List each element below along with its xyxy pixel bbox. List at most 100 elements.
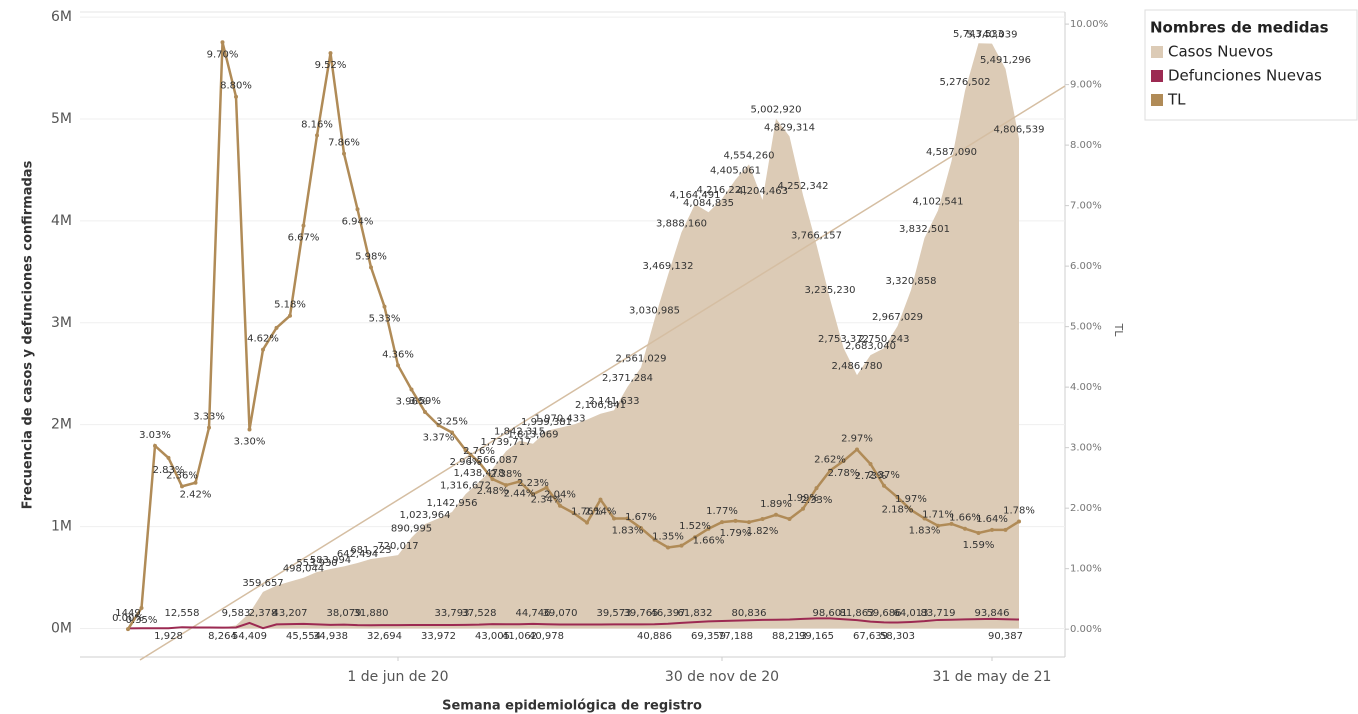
y-tick-label: 1M	[51, 519, 72, 535]
data-label: 359,657	[242, 578, 283, 589]
y-tick-label: 3M	[51, 315, 72, 331]
legend-entry: Casos Nuevos	[1168, 43, 1273, 61]
data-label: 2.73%	[855, 471, 887, 482]
point	[652, 537, 657, 542]
point	[841, 458, 846, 463]
data-label: 34,938	[313, 631, 348, 642]
point	[369, 265, 373, 270]
point	[531, 492, 535, 497]
data-label: 5,491,296	[980, 55, 1031, 66]
data-label: 5,740,039	[967, 30, 1018, 41]
data-label: 99,165	[799, 631, 834, 642]
point	[1003, 527, 1008, 532]
data-label: 81,863	[840, 608, 875, 619]
y-tick-label: 2M	[51, 417, 72, 433]
data-label: 5,276,502	[940, 77, 991, 88]
point	[949, 521, 954, 526]
data-label: 7.86%	[328, 138, 360, 149]
data-label: 2.23%	[517, 478, 549, 489]
point	[409, 387, 414, 392]
point	[733, 518, 738, 523]
point	[963, 526, 967, 531]
data-label: 39,070	[543, 608, 578, 619]
data-label: 3.37%	[423, 432, 455, 443]
data-label: 90,387	[988, 631, 1023, 642]
data-label: 3,766,157	[791, 231, 842, 242]
data-label: 1,970,433	[535, 414, 586, 425]
data-label: 98,601	[813, 608, 848, 619]
data-label: 3.96%	[396, 397, 428, 408]
legend-swatch	[1151, 46, 1163, 58]
point	[166, 455, 171, 460]
point	[639, 526, 643, 531]
data-label: 9,583	[222, 608, 251, 619]
point	[463, 448, 468, 453]
data-label: 8,264	[208, 631, 237, 642]
data-label: 2.44%	[504, 489, 536, 500]
point	[720, 520, 724, 525]
data-label: 3,320,858	[886, 276, 937, 287]
data-label: 4,204,463	[737, 186, 788, 197]
data-label: 1,023,964	[400, 510, 451, 521]
data-label: 2.38%	[490, 469, 522, 480]
data-label: 5,743,533	[953, 29, 1004, 40]
data-label: 1,566,087	[467, 455, 518, 466]
data-label: 40,978	[529, 631, 564, 642]
data-label: 3.30%	[234, 436, 266, 447]
line	[127, 617, 1020, 630]
y-axis-title: Frecuencia de casos y defunciones confir…	[21, 160, 36, 509]
data-label: 80,836	[732, 608, 767, 619]
data-label: 3,235,230	[805, 285, 856, 296]
data-label: 2,750,243	[859, 334, 910, 345]
data-label: 498,044	[283, 564, 324, 575]
point	[180, 484, 184, 489]
data-label: 642,494	[337, 549, 378, 560]
legend-entry: TL	[1167, 91, 1186, 109]
point	[612, 516, 616, 521]
data-label: 59,686	[867, 608, 902, 619]
data-label: 2.42%	[180, 490, 212, 501]
x-tick-label: 30 de nov de 20	[665, 669, 779, 685]
data-label: 5,002,920	[751, 105, 802, 116]
data-label: 3,469,132	[643, 261, 694, 272]
legend-swatch	[1151, 94, 1163, 106]
data-label: 1.82%	[747, 526, 779, 537]
labels: 359,657498,044553,930583,994642,494681,2…	[112, 29, 1044, 642]
data-label: 4,084,835	[683, 198, 734, 209]
y2-tick-label: 2.00%	[1070, 503, 1102, 514]
data-label: 3.33%	[193, 412, 225, 423]
area	[128, 43, 1019, 629]
point	[315, 133, 319, 138]
data-label: 1,142,956	[427, 498, 478, 509]
point	[895, 495, 900, 500]
data-label: 3,832,501	[899, 224, 950, 235]
point	[477, 460, 481, 465]
point	[126, 627, 130, 632]
data-label: 4,829,314	[764, 122, 815, 133]
point	[193, 480, 198, 485]
y-tick-label: 6M	[51, 9, 72, 25]
data-label: 1.52%	[679, 521, 711, 532]
data-label: 2,106,841	[575, 400, 626, 411]
data-label: 4,806,539	[994, 125, 1045, 136]
data-label: 1.99%	[787, 493, 819, 504]
point	[234, 94, 238, 99]
data-label: 43,207	[273, 608, 308, 619]
point	[207, 425, 211, 430]
legend-entry: Defunciones Nuevas	[1168, 67, 1322, 85]
point	[436, 423, 441, 428]
point	[423, 409, 427, 414]
data-label: 58,303	[880, 631, 915, 642]
data-label: 2.37%	[868, 470, 900, 481]
legend-swatch	[1151, 70, 1163, 82]
y2-tick-label: 10.00%	[1070, 19, 1108, 30]
point	[625, 516, 630, 521]
data-label: 1449	[115, 608, 140, 619]
y-tick-label: 5M	[51, 111, 72, 127]
data-label: 1.66%	[693, 536, 725, 547]
data-label: 38,079	[327, 608, 362, 619]
data-label: 5.98%	[355, 251, 387, 262]
data-label: 8.16%	[301, 119, 333, 130]
data-label: 2.83%	[153, 465, 185, 476]
